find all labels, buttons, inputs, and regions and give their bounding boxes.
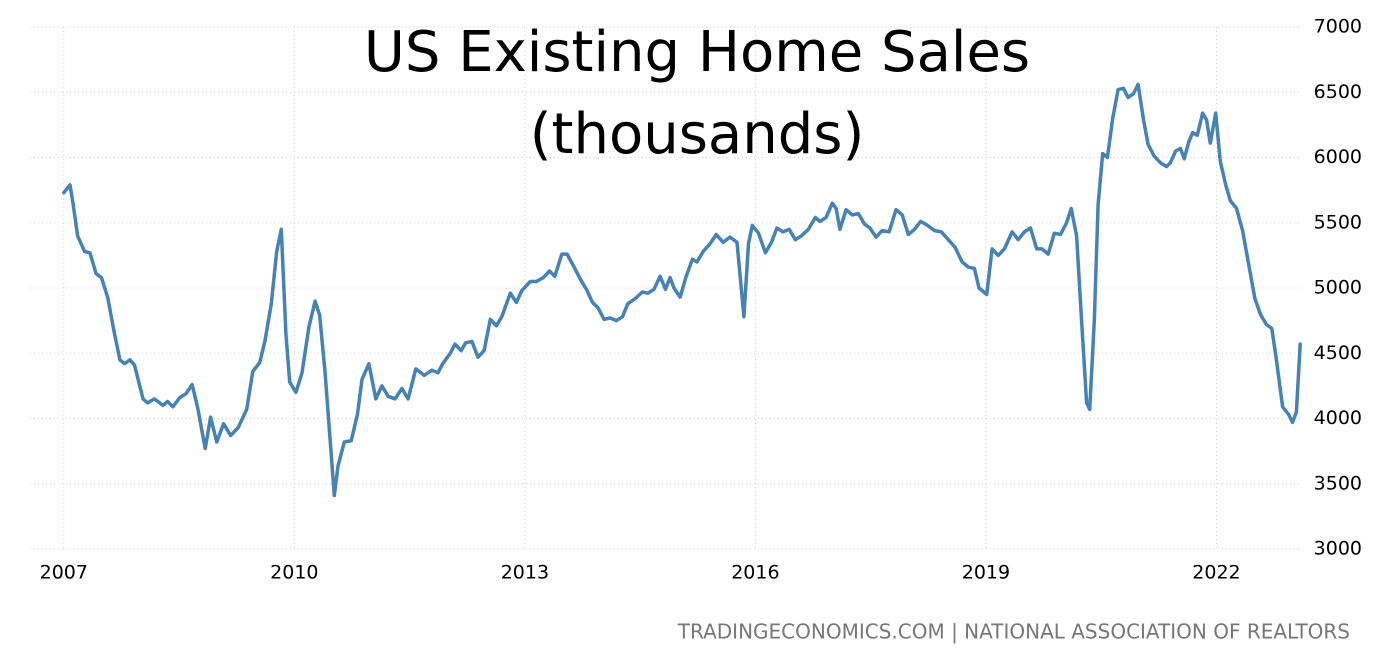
x-tick-label: 2022: [1192, 562, 1240, 584]
y-tick-label: 6000: [1314, 146, 1362, 168]
y-tick-label: 4500: [1314, 342, 1362, 364]
y-tick-label: 3000: [1314, 538, 1362, 560]
source-note: TRADINGECONOMICS.COM | NATIONAL ASSOCIAT…: [677, 620, 1350, 644]
y-tick-label: 4000: [1314, 407, 1362, 429]
y-tick-label: 3500: [1314, 472, 1362, 494]
x-tick-label: 2010: [270, 562, 318, 584]
x-tick-label: 2019: [962, 562, 1010, 584]
x-tick-label: 2007: [40, 562, 88, 584]
y-tick-label: 5500: [1314, 211, 1362, 233]
y-tick-label: 5000: [1314, 277, 1362, 299]
y-tick-label: 7000: [1314, 16, 1362, 38]
x-tick-label: 2013: [501, 562, 549, 584]
y-tick-label: 6500: [1314, 81, 1362, 103]
data-line: [62, 82, 1302, 498]
chart-subtitle: (thousands): [530, 102, 865, 167]
chart-title: US Existing Home Sales: [364, 20, 1030, 85]
x-tick-label: 2016: [731, 562, 779, 584]
